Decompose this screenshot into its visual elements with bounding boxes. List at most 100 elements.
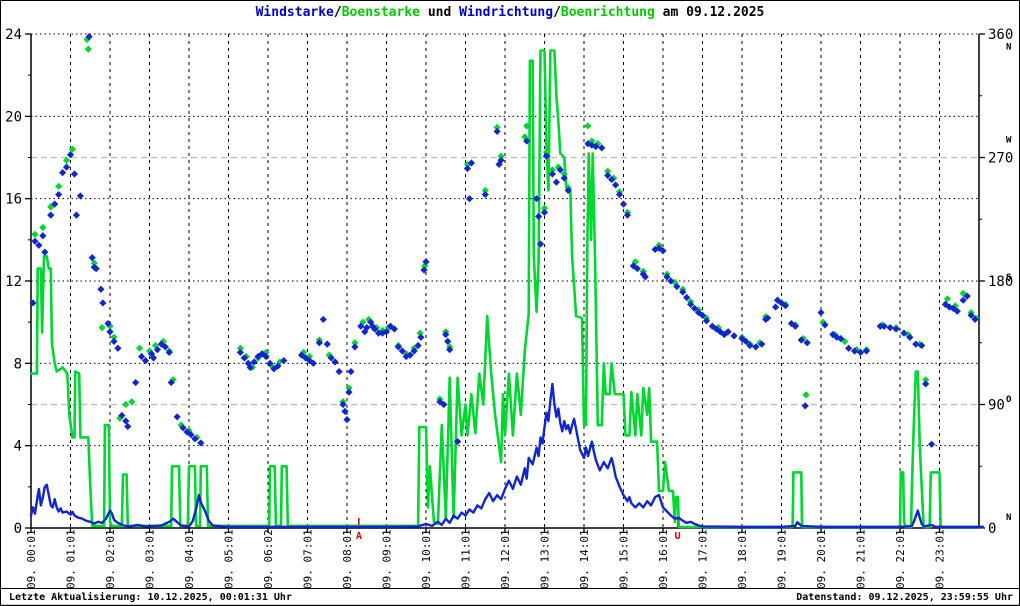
- x-tick-label: 09. 16:01: [657, 529, 670, 589]
- scatter-point-boenrichtung: [493, 123, 501, 131]
- scatter-point-windrichtung: [347, 367, 355, 376]
- scatter-point-windrichtung: [280, 356, 288, 365]
- scatter-point-boenrichtung: [55, 182, 63, 190]
- scatter-point-boenrichtung: [110, 333, 118, 341]
- scatter-point-windrichtung: [410, 347, 418, 355]
- x-tick-label: 09. 19:01: [776, 529, 789, 589]
- title-segment: /: [553, 5, 561, 20]
- scatter-point-windrichtung: [724, 328, 732, 336]
- scatter-point-windrichtung: [592, 142, 600, 151]
- scatter-point-windrichtung: [876, 322, 884, 330]
- scatter-point-boenrichtung: [299, 348, 308, 356]
- scatter-point-windrichtung: [698, 311, 707, 319]
- scatter-point-windrichtung: [31, 237, 39, 245]
- x-tick-label: 09. 07:01: [302, 529, 315, 589]
- status-bar: Letzte Aktualisierung: 10.12.2025, 00:01…: [1, 588, 1019, 605]
- scatter-point-windrichtung: [791, 322, 799, 330]
- scatter-point-windrichtung: [266, 359, 274, 367]
- window-edge: [1, 604, 1019, 605]
- scatter-point-boenrichtung: [359, 318, 367, 326]
- scatter-point-windrichtung: [363, 324, 371, 332]
- scatter-point-windrichtung: [301, 354, 310, 362]
- compass-letter: O: [1006, 395, 1012, 405]
- scatter-point-windrichtung: [612, 181, 620, 189]
- y-right-tick-label: 180: [988, 274, 1013, 290]
- y-left-tick-label: 16: [5, 192, 22, 208]
- scatter-point-windrichtung: [639, 270, 647, 278]
- scatter-point-boenrichtung: [345, 384, 353, 392]
- scatter-point-windrichtung: [297, 351, 306, 359]
- scatter-point-boenrichtung: [325, 351, 333, 359]
- scatter-point-windrichtung: [771, 303, 780, 311]
- scatter-point-windrichtung: [801, 402, 809, 410]
- scatter-point-windrichtung: [187, 431, 195, 439]
- scatter-point-windrichtung: [548, 170, 556, 178]
- scatter-point-windrichtung: [493, 127, 501, 136]
- scatter-point-windrichtung: [758, 340, 766, 348]
- scatter-point-windrichtung: [39, 232, 47, 240]
- scatter-point-windrichtung: [463, 164, 472, 173]
- scatter-point-windrichtung: [655, 244, 663, 252]
- scatter-point-windrichtung: [92, 265, 100, 273]
- x-tick-label: 09. 15:01: [618, 529, 631, 589]
- scatter-point-windrichtung: [900, 329, 908, 337]
- title-segment: /: [333, 5, 342, 20]
- scatter-point-windrichtung: [659, 247, 667, 255]
- scatter-point-windrichtung: [110, 337, 118, 345]
- scatter-point-windrichtung: [132, 378, 140, 387]
- scatter-point-windrichtung: [444, 337, 452, 345]
- scatter-point-windrichtung: [906, 333, 914, 341]
- scatter-point-boenrichtung: [236, 344, 244, 352]
- scatter-point-windrichtung: [191, 435, 199, 443]
- scatter-point-windrichtung: [442, 330, 450, 339]
- scatter-point-windrichtung: [124, 422, 132, 431]
- x-tick-label: 09. 12:01: [499, 529, 512, 589]
- scatter-point-windrichtung: [821, 321, 829, 329]
- scatter-point-windrichtung: [892, 325, 900, 333]
- scatter-point-windrichtung: [446, 346, 454, 354]
- scatter-point-boenrichtung: [416, 329, 424, 337]
- scatter-point-windrichtung: [341, 407, 349, 415]
- scatter-point-boenrichtung: [276, 358, 284, 366]
- scatter-point-windrichtung: [47, 211, 55, 219]
- x-tick-label: 09. 10:01: [420, 529, 433, 589]
- scatter-point-windrichtung: [959, 296, 967, 304]
- scatter-point-windrichtung: [398, 347, 406, 355]
- scatter-point-boenrichtung: [540, 204, 549, 212]
- scatter-point-windrichtung: [967, 311, 975, 319]
- scatter-point-windrichtung: [454, 437, 462, 446]
- scatter-point-windrichtung: [114, 344, 122, 352]
- data-state-text: Datenstand: 09.12.2025, 23:59:55 Uhr: [796, 592, 1013, 603]
- x-tick-label: 09. 03:01: [144, 529, 157, 589]
- scatter-point-windrichtung: [149, 354, 158, 362]
- scatter-point-windrichtung: [787, 319, 795, 328]
- scatter-point-windrichtung: [367, 318, 375, 326]
- scatter-point-windrichtung: [357, 322, 365, 330]
- title-segment: Boenstarke: [341, 5, 420, 20]
- scatter-point-windrichtung: [72, 211, 81, 219]
- scatter-point-windrichtung: [420, 266, 428, 274]
- scatter-point-windrichtung: [382, 328, 391, 336]
- scatter-point-windrichtung: [536, 240, 545, 248]
- scatter-point-windrichtung: [179, 424, 187, 432]
- scatter-point-windrichtung: [679, 288, 687, 296]
- scatter-point-boenrichtung: [560, 170, 568, 178]
- scatter-point-windrichtung: [122, 417, 130, 425]
- scatter-point-windrichtung: [963, 292, 971, 300]
- scatter-point-windrichtung: [66, 151, 75, 159]
- y-left-tick-label: 8: [14, 356, 22, 372]
- scatter-point-windrichtung: [35, 241, 43, 249]
- scatter-point-windrichtung: [85, 33, 93, 41]
- scatter-point-windrichtung: [345, 388, 353, 396]
- x-tick-label: 09. 11:01: [460, 529, 473, 589]
- scatter-point-windrichtung: [118, 411, 126, 420]
- scatter-point-boenrichtung: [802, 391, 810, 399]
- scatter-point-boenrichtung: [90, 259, 98, 267]
- scatter-point-windrichtung: [953, 307, 961, 315]
- scatter-point-windrichtung: [922, 380, 930, 388]
- scatter-point-boenrichtung: [39, 223, 47, 232]
- scatter-point-windrichtung: [837, 335, 845, 343]
- scatter-point-windrichtung: [141, 356, 150, 365]
- scatter-point-windrichtung: [730, 332, 738, 340]
- scatter-point-windrichtung: [51, 200, 59, 208]
